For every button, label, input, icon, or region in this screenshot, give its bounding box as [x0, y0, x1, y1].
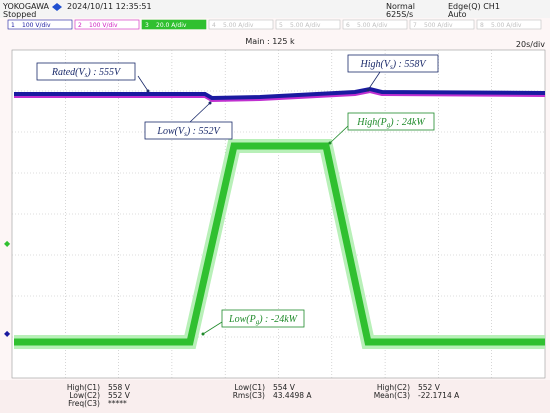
- brand: YOKOGAWA: [2, 2, 50, 11]
- channel-scale: 5.00 A/div: [357, 22, 388, 29]
- annotation-box: [347, 112, 435, 131]
- measure-label: Low(C1): [234, 383, 265, 392]
- mode: Normal: [386, 2, 415, 11]
- ch3-marker: ◆: [4, 239, 11, 248]
- annotation-arrow-head: [366, 88, 370, 92]
- channel-scale: 5.00 A/div: [290, 22, 321, 29]
- channel-box: [275, 19, 341, 30]
- annotation-sub: s: [390, 63, 393, 71]
- run-icon: [52, 3, 62, 11]
- measure-label: Low(C2): [69, 391, 100, 400]
- rate: 625S/s: [386, 10, 413, 19]
- channel-box: [409, 19, 475, 30]
- channel-number: 6: [346, 22, 350, 29]
- annotation-post: ) : 24kW: [389, 117, 426, 128]
- channel-scale: 5.00 A/div: [491, 22, 522, 29]
- annotation-pre: Rated(V: [51, 67, 87, 78]
- channel-scale: 500 A/div: [424, 22, 453, 29]
- trace-ch1: [14, 86, 546, 101]
- annotation-post: ) : 558V: [392, 59, 428, 70]
- annotation-text: Low(Pg) : -24kW: [228, 314, 299, 326]
- annotation-arrow-head: [201, 332, 205, 336]
- annotation-arrow-head: [208, 101, 212, 105]
- trigger-mode: Auto: [448, 10, 467, 19]
- channel-box: [208, 19, 274, 30]
- measure-value: 552 V: [108, 391, 131, 400]
- trace-ch3: [14, 142, 545, 346]
- status: Stopped: [3, 10, 36, 19]
- channel-box: [141, 19, 207, 30]
- annotation-text: Rated(Vs) : 555V: [51, 67, 122, 79]
- measure-panel: [0, 380, 550, 413]
- annotation-sub: s: [184, 130, 187, 138]
- main-record: Main : 125 k: [245, 37, 295, 46]
- channel-bar: 1 100 V/div 2 100 V/div 3 20.0 A/div 4 5.00 A/d…: [7, 19, 542, 30]
- annotation-arrow-head: [146, 89, 150, 93]
- annotation-arrow: [137, 75, 149, 92]
- channel-scale: 5.00 A/div: [223, 22, 254, 29]
- measure-label: High(C2): [377, 383, 410, 392]
- trigger: Edge(Q) CH1: [448, 2, 500, 11]
- channel-number: 5: [279, 22, 283, 29]
- channel-scale: 20.0 A/div: [156, 22, 187, 29]
- measure-label: High(C1): [67, 383, 100, 392]
- annotation-pre: Low(P: [228, 314, 256, 325]
- annotation-arrow: [367, 71, 381, 91]
- datetime: 2024/10/11 12:35:51: [67, 2, 152, 11]
- annotation-pre: High(V: [360, 59, 392, 70]
- annotation-sub: g: [387, 121, 391, 129]
- measure-value: 552 V: [418, 383, 441, 392]
- annotation-sub: g: [256, 318, 260, 326]
- channel-number: 7: [413, 22, 417, 29]
- measure-value: 554 V: [273, 383, 296, 392]
- annotation-text: High(Pg) : 24kW: [356, 117, 426, 129]
- measure-value: *****: [108, 399, 127, 408]
- annotation-arrow: [189, 102, 211, 123]
- timebase: 20s/div: [516, 40, 545, 49]
- measure-label: Mean(C3): [374, 391, 410, 400]
- annotation-post: ) : 552V: [186, 126, 222, 137]
- annotation-sub: s: [85, 71, 88, 79]
- measure-label: Freq(C3): [68, 399, 100, 408]
- annotation-box: [144, 121, 233, 140]
- traces: [14, 86, 546, 349]
- header-bar: [0, 0, 550, 18]
- annotation-pre: High(P: [356, 117, 386, 128]
- annotation-box: [221, 309, 305, 328]
- channel-number: 3: [145, 22, 149, 29]
- measure-value: 43.4498 A: [273, 391, 312, 400]
- measure-label: Rms(C3): [233, 391, 265, 400]
- channel-box: [74, 19, 140, 30]
- measure-value: 558 V: [108, 383, 131, 392]
- channel-number: 2: [78, 22, 82, 29]
- channel-number: 4: [212, 22, 216, 29]
- channel-box: [476, 19, 542, 30]
- annotation-pre: Low(V: [156, 126, 186, 137]
- annotation-post: ) : -24kW: [258, 314, 298, 325]
- annotation-post: ) : 555V: [86, 67, 122, 78]
- channel-scale: 100 V/div: [89, 22, 118, 29]
- annotation-box: [347, 54, 439, 73]
- annotation-arrow: [202, 321, 223, 335]
- annotation-text: High(Vs) : 558V: [360, 59, 428, 71]
- ch1-marker: ◆: [4, 329, 11, 338]
- channel-box: [7, 19, 73, 30]
- measurements: High(C1) 558 V Low(C1) 554 V High(C2) 552 V Lo…: [67, 383, 460, 408]
- channel-number: 8: [480, 22, 484, 29]
- annotation-arrow: [329, 125, 349, 144]
- measure-value: -22.1714 A: [418, 391, 460, 400]
- channel-scale: 100 V/div: [22, 22, 51, 29]
- channel-number: 1: [11, 22, 15, 29]
- annotation-arrow-head: [328, 141, 332, 145]
- annotation-box: [36, 62, 136, 81]
- channel-box: [342, 19, 408, 30]
- annotation-text: Low(Vs) : 552V: [156, 126, 221, 138]
